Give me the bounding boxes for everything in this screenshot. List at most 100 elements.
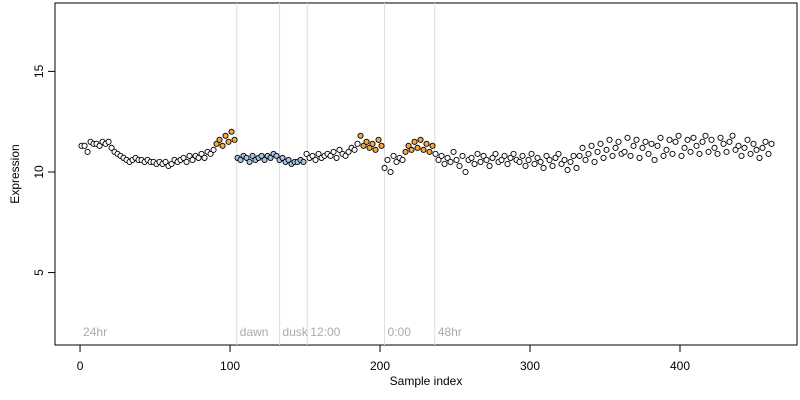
point xyxy=(459,152,466,159)
point xyxy=(522,162,529,170)
point xyxy=(243,154,250,161)
point xyxy=(450,148,457,155)
point xyxy=(417,136,424,143)
point xyxy=(285,156,292,163)
point xyxy=(642,138,649,145)
point xyxy=(222,132,229,139)
point xyxy=(441,160,448,167)
x-tick-label: 300 xyxy=(520,359,540,373)
point xyxy=(645,150,652,157)
point xyxy=(372,146,379,153)
point xyxy=(399,156,406,163)
point xyxy=(753,146,760,153)
point xyxy=(453,156,460,163)
point xyxy=(213,140,220,147)
point xyxy=(666,136,673,143)
point xyxy=(207,150,214,157)
annotation: 0:00 xyxy=(388,325,412,339)
point xyxy=(483,156,490,163)
point xyxy=(573,164,580,172)
point xyxy=(669,150,676,157)
point xyxy=(186,152,193,159)
point xyxy=(552,154,559,161)
point xyxy=(741,144,748,151)
point xyxy=(183,158,190,165)
point xyxy=(303,150,310,157)
point xyxy=(363,138,370,145)
point xyxy=(681,144,688,151)
point xyxy=(378,142,385,149)
point xyxy=(750,140,757,147)
point xyxy=(657,134,664,141)
point xyxy=(717,134,724,141)
point xyxy=(474,150,481,157)
point xyxy=(519,152,526,159)
point xyxy=(768,140,775,147)
point xyxy=(384,156,391,163)
point xyxy=(723,148,730,155)
point xyxy=(408,146,415,153)
x-tick-label: 0 xyxy=(77,359,84,373)
annotation: dusk xyxy=(283,325,309,339)
point xyxy=(477,158,484,165)
x-tick-label: 100 xyxy=(220,359,240,373)
point xyxy=(759,144,766,151)
point xyxy=(486,162,493,170)
point xyxy=(504,160,511,167)
point xyxy=(534,154,541,161)
point xyxy=(492,150,499,157)
point xyxy=(543,152,550,159)
point xyxy=(498,156,505,163)
point xyxy=(597,140,604,147)
point xyxy=(354,140,361,147)
point xyxy=(201,154,208,161)
point xyxy=(762,138,769,145)
point xyxy=(765,150,772,157)
point xyxy=(411,138,418,145)
point xyxy=(471,160,478,167)
point xyxy=(564,166,571,174)
point xyxy=(663,146,670,153)
point xyxy=(462,168,469,176)
y-tick-label: 5 xyxy=(32,269,46,276)
y-tick-label: 10 xyxy=(32,165,46,179)
point xyxy=(525,156,532,163)
point xyxy=(405,142,412,149)
point xyxy=(639,144,646,151)
point xyxy=(726,138,733,145)
point xyxy=(105,138,112,145)
point xyxy=(531,160,538,167)
point xyxy=(549,162,556,170)
point xyxy=(327,152,334,159)
point xyxy=(375,136,382,143)
point xyxy=(735,142,742,149)
point xyxy=(435,156,442,163)
point xyxy=(279,154,286,161)
point xyxy=(81,142,88,149)
point xyxy=(600,154,607,161)
plot-frame xyxy=(54,2,798,346)
point xyxy=(672,138,679,145)
point xyxy=(426,148,433,155)
y-axis-label: Expression xyxy=(8,144,22,203)
point xyxy=(594,148,601,155)
point xyxy=(489,154,496,161)
point xyxy=(609,152,616,159)
point xyxy=(744,136,751,143)
point xyxy=(591,158,598,165)
point xyxy=(273,152,280,159)
point xyxy=(342,152,349,159)
point xyxy=(369,140,376,147)
point xyxy=(729,132,736,139)
point xyxy=(711,144,718,151)
point xyxy=(651,156,658,163)
point xyxy=(606,136,613,143)
point xyxy=(216,136,223,143)
point xyxy=(249,152,256,159)
point xyxy=(336,146,343,153)
point xyxy=(237,156,244,163)
point xyxy=(738,152,745,159)
point xyxy=(438,152,445,159)
point xyxy=(699,138,706,145)
